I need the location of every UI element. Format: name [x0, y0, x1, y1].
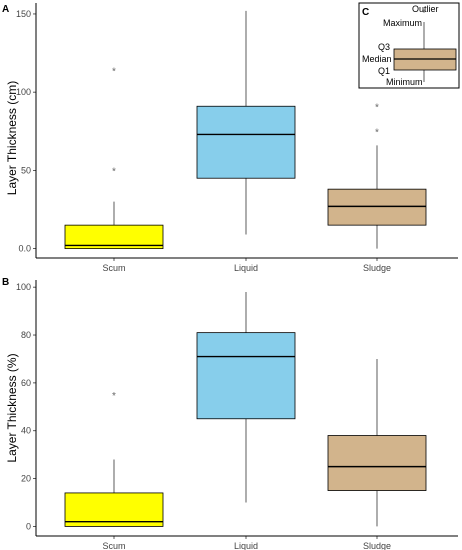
- sludge-outlier-point: *: [375, 102, 379, 113]
- y-tick-label: 0.0: [18, 244, 31, 254]
- scum-x-tick-label: Scum: [102, 541, 125, 550]
- key-minimum-label: Minimum: [386, 77, 423, 87]
- panel-c-boxplot-key: C * Outlier Maximum Q3 Median Q1 Minimum: [358, 2, 460, 89]
- scum-outlier-point: *: [112, 66, 116, 77]
- y-tick-label: 80: [21, 330, 31, 340]
- scum-box: [64, 224, 164, 250]
- key-outlier-point: *: [422, 8, 426, 18]
- scum-x-tick-label: Scum: [102, 263, 125, 273]
- key-outlier-label: Outlier: [412, 4, 439, 14]
- sludge-box: [327, 435, 427, 491]
- panel-a-label: A: [2, 4, 9, 15]
- sludge-x-tick-label: Sludge: [363, 541, 391, 550]
- panel-c-label: C: [362, 7, 369, 18]
- y-tick-label: 100: [16, 87, 31, 97]
- y-tick-label: 0: [26, 521, 31, 531]
- y-tick-label: 20: [21, 474, 31, 484]
- key-q1-label: Q1: [378, 66, 390, 76]
- panel-b-y-axis-label: Layer Thickness (%): [5, 353, 19, 462]
- liquid-box: [196, 332, 296, 420]
- scum-outlier-point: *: [112, 166, 116, 177]
- key-median-label: Median: [362, 54, 392, 64]
- y-tick-label: 100: [16, 282, 31, 292]
- key-q3-label: Q3: [378, 42, 390, 52]
- panel-b-marks: *: [64, 291, 427, 527]
- liquid-x-tick-label: Liquid: [234, 263, 258, 273]
- liquid-box: [196, 105, 296, 179]
- panel-a-boxplot: A Layer Thickness (cm) **** 0.050100150 …: [2, 3, 458, 273]
- sludge-outlier-point: *: [375, 127, 379, 138]
- scum-outlier-point: *: [112, 391, 116, 402]
- panel-b-x-ticks: Scum Liquid Sludge: [102, 536, 391, 550]
- scum-box: [64, 492, 164, 527]
- y-tick-label: 50: [21, 165, 31, 175]
- panel-a-marks: * * * *: [64, 10, 427, 250]
- y-tick-label: 150: [16, 9, 31, 19]
- panel-b-boxplot: B Layer Thickness (%) * 0 20 40 60 80 100 Scu…: [2, 277, 458, 550]
- key-maximum-label: Maximum: [383, 18, 422, 28]
- sludge-x-tick-label: Sludge: [363, 263, 391, 273]
- panel-b-label: B: [2, 277, 9, 288]
- panel-a-y-axis-label: Layer Thickness (cm): [5, 81, 19, 195]
- y-tick-label: 40: [21, 426, 31, 436]
- key-frame: [358, 2, 460, 89]
- y-tick-label: 60: [21, 378, 31, 388]
- liquid-x-tick-label: Liquid: [234, 541, 258, 550]
- panel-a-x-ticks: Scum Liquid Sludge: [102, 258, 391, 273]
- sludge-box: [327, 188, 427, 226]
